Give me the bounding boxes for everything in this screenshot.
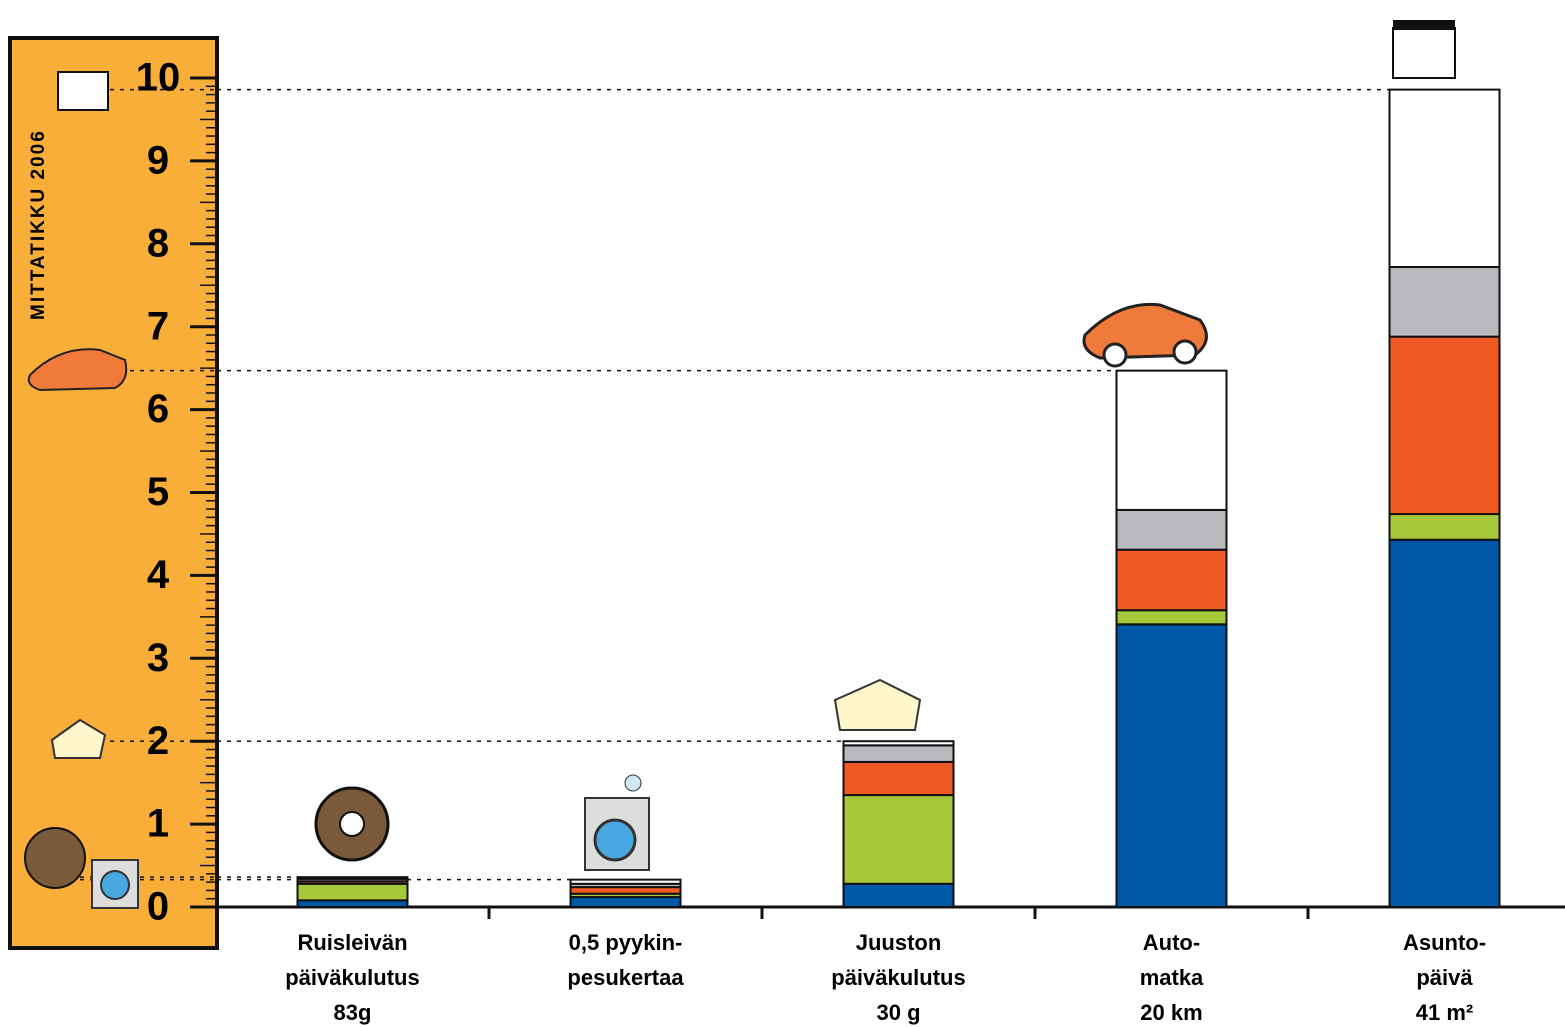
- y-tick-label: 10: [136, 56, 181, 100]
- bar-segment: [1117, 510, 1227, 550]
- bread-hole: [340, 812, 364, 836]
- building-icon: [1393, 28, 1455, 78]
- bar-segment: [844, 741, 954, 745]
- bar-segment: [844, 884, 954, 907]
- icons: [25, 20, 1455, 908]
- bar-segment: [1390, 540, 1500, 907]
- chart: Mittatikku 2006 0 1 2 3 4 5 6 7 8 9 10 Ruisleivän pä…: [0, 0, 1565, 1027]
- bar-segment: [844, 762, 954, 795]
- x-tick-label: päiväkulutus: [285, 965, 419, 990]
- bubble: [625, 775, 641, 791]
- building-icon: [58, 72, 108, 110]
- y-tick-label: 4: [147, 553, 170, 597]
- x-tick-label: 0,5 pyykin-: [569, 930, 683, 955]
- bar-segment: [844, 795, 954, 884]
- y-tick-label: 7: [147, 304, 169, 348]
- bar-segment: [298, 877, 408, 879]
- washer-door: [101, 871, 129, 899]
- y-tick-label: 6: [147, 387, 169, 431]
- building-roof: [1393, 20, 1455, 30]
- x-tick-label: 41 m²: [1416, 1000, 1473, 1025]
- bar-segment: [571, 880, 681, 884]
- x-tick-label: 83g: [334, 1000, 372, 1025]
- bar-segment: [1390, 514, 1500, 540]
- x-tick-label: 30 g: [876, 1000, 920, 1025]
- bar-segment: [1117, 624, 1227, 907]
- wheel: [1174, 341, 1196, 363]
- wheel: [1104, 344, 1126, 366]
- bar-segment: [571, 897, 681, 907]
- bar-segment: [1117, 550, 1227, 611]
- bar-segment: [1390, 337, 1500, 514]
- y-tick-label: 8: [147, 221, 169, 265]
- bar-segment: [844, 745, 954, 762]
- bread-icon: [25, 828, 85, 888]
- bar-segment: [1390, 267, 1500, 337]
- y-tick-label: 3: [147, 636, 169, 680]
- x-tick-label: Auto-: [1143, 930, 1200, 955]
- y-tick-label: 2: [147, 719, 169, 763]
- x-tick-label: matka: [1140, 965, 1204, 990]
- x-tick-label: päivä: [1416, 965, 1473, 990]
- bar-segment: [1390, 90, 1500, 267]
- x-tick-label: Asunto-: [1403, 930, 1486, 955]
- y-tick-label: 1: [147, 802, 169, 846]
- bar-segment: [1117, 610, 1227, 624]
- x-tick-label: Ruisleivän: [297, 930, 407, 955]
- y-tick-label: 5: [147, 470, 169, 514]
- washer-door: [595, 820, 635, 860]
- bar-segment: [1117, 371, 1227, 510]
- x-tick-label: Juuston: [856, 930, 942, 955]
- ruler-label: Mittatikku 2006: [28, 129, 49, 320]
- x-tick-label: 20 km: [1140, 1000, 1202, 1025]
- x-tick-label: pesukertaa: [567, 965, 684, 990]
- cheese-icon: [835, 680, 920, 730]
- y-tick-label: 0: [147, 885, 169, 929]
- x-tick-label: päiväkulutus: [831, 965, 965, 990]
- bar-segment: [298, 884, 408, 901]
- y-tick-label: 9: [147, 138, 169, 182]
